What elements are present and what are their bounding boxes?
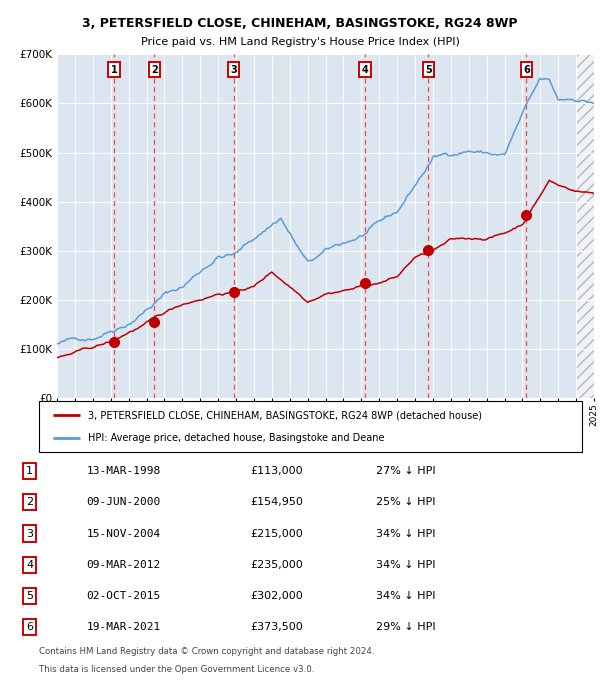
Text: 2: 2 bbox=[26, 497, 33, 507]
Text: 15-NOV-2004: 15-NOV-2004 bbox=[86, 528, 161, 539]
Text: £113,000: £113,000 bbox=[250, 466, 303, 476]
Text: 09-MAR-2012: 09-MAR-2012 bbox=[86, 560, 161, 570]
Text: 27% ↓ HPI: 27% ↓ HPI bbox=[376, 466, 436, 476]
Text: 34% ↓ HPI: 34% ↓ HPI bbox=[376, 591, 436, 601]
Text: 6: 6 bbox=[26, 622, 33, 632]
Text: 1: 1 bbox=[111, 65, 118, 75]
Text: 5: 5 bbox=[26, 591, 33, 601]
Bar bbox=[576, 54, 594, 398]
Text: This data is licensed under the Open Government Licence v3.0.: This data is licensed under the Open Gov… bbox=[39, 665, 314, 674]
Text: 2: 2 bbox=[151, 65, 158, 75]
Text: 3, PETERSFIELD CLOSE, CHINEHAM, BASINGSTOKE, RG24 8WP: 3, PETERSFIELD CLOSE, CHINEHAM, BASINGST… bbox=[82, 17, 518, 30]
Text: 3: 3 bbox=[26, 528, 33, 539]
Text: 4: 4 bbox=[361, 65, 368, 75]
Bar bbox=[576, 54, 594, 398]
Text: £215,000: £215,000 bbox=[250, 528, 303, 539]
Text: 02-OCT-2015: 02-OCT-2015 bbox=[86, 591, 161, 601]
Text: 34% ↓ HPI: 34% ↓ HPI bbox=[376, 560, 436, 570]
Text: 13-MAR-1998: 13-MAR-1998 bbox=[86, 466, 161, 476]
Text: HPI: Average price, detached house, Basingstoke and Deane: HPI: Average price, detached house, Basi… bbox=[88, 433, 385, 443]
Text: 4: 4 bbox=[26, 560, 33, 570]
Text: 09-JUN-2000: 09-JUN-2000 bbox=[86, 497, 161, 507]
Text: 3, PETERSFIELD CLOSE, CHINEHAM, BASINGSTOKE, RG24 8WP (detached house): 3, PETERSFIELD CLOSE, CHINEHAM, BASINGST… bbox=[88, 411, 482, 420]
Text: £154,950: £154,950 bbox=[250, 497, 303, 507]
Text: Price paid vs. HM Land Registry's House Price Index (HPI): Price paid vs. HM Land Registry's House … bbox=[140, 37, 460, 48]
FancyBboxPatch shape bbox=[39, 401, 582, 452]
Text: 29% ↓ HPI: 29% ↓ HPI bbox=[376, 622, 436, 632]
Text: 19-MAR-2021: 19-MAR-2021 bbox=[86, 622, 161, 632]
Text: 3: 3 bbox=[230, 65, 237, 75]
Text: 34% ↓ HPI: 34% ↓ HPI bbox=[376, 528, 436, 539]
Text: £235,000: £235,000 bbox=[250, 560, 303, 570]
Text: 25% ↓ HPI: 25% ↓ HPI bbox=[376, 497, 436, 507]
Text: £373,500: £373,500 bbox=[250, 622, 303, 632]
Text: 6: 6 bbox=[523, 65, 530, 75]
Text: £302,000: £302,000 bbox=[250, 591, 303, 601]
Text: 1: 1 bbox=[26, 466, 33, 476]
Text: Contains HM Land Registry data © Crown copyright and database right 2024.: Contains HM Land Registry data © Crown c… bbox=[39, 647, 374, 656]
Text: 5: 5 bbox=[425, 65, 432, 75]
